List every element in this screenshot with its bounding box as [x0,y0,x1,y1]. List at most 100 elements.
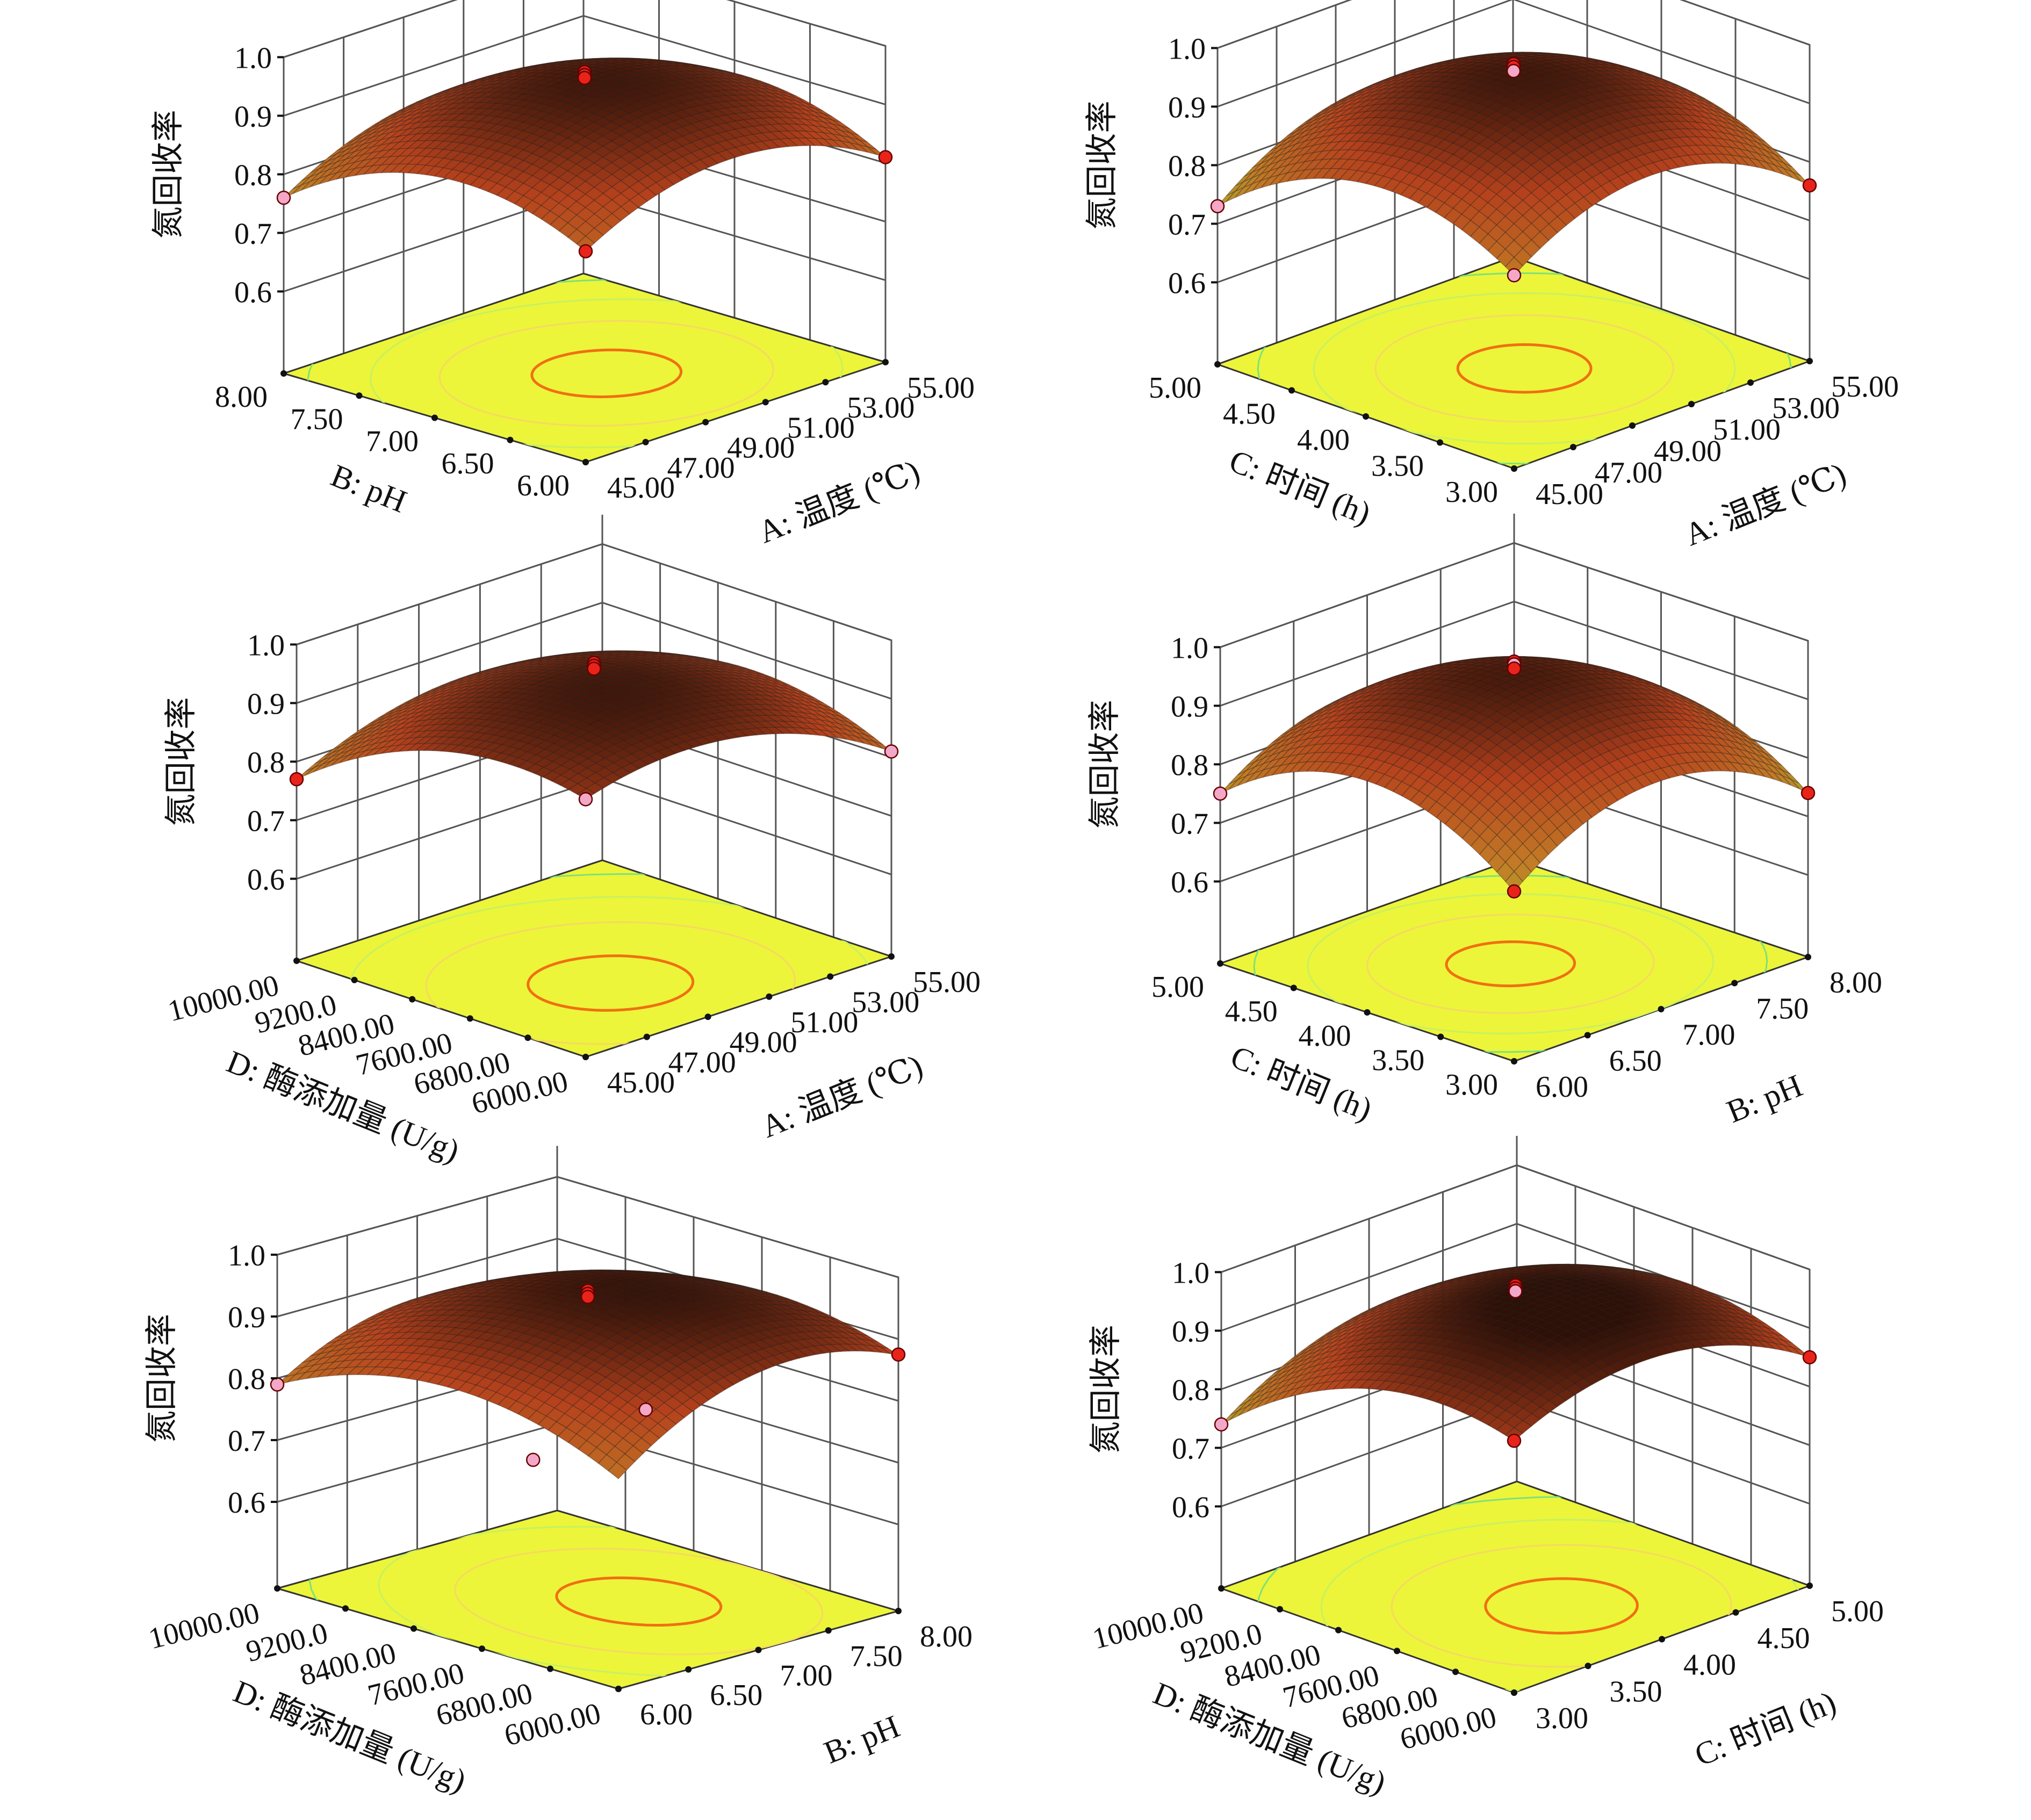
tick-mark [643,1033,650,1040]
tick-mark [827,973,834,980]
tick-mark [507,436,514,443]
z-axis-label: 氮回收率 [150,110,186,239]
design-point [577,70,592,85]
surface-patch [469,84,487,91]
surface-patch [424,97,443,106]
tick-mark [342,1605,349,1612]
surface-patch [549,61,567,64]
surface-patch [407,99,426,107]
tick-mark [1731,980,1738,987]
surface-patch [486,92,507,98]
z-tick-label: 0.9 [1168,91,1206,124]
right-axis-tick-label: 49.00 [730,1026,797,1059]
z-tick-label: 0.8 [247,746,285,779]
surface-patch [627,72,648,78]
tick-mark [274,1585,280,1592]
right-axis-tick-label: 53.00 [1772,392,1840,425]
surface-patch [540,69,558,74]
tick-mark [356,392,363,399]
surface-patch [699,74,718,78]
surface-patch [398,110,417,119]
right-axis-tick-label: 51.00 [787,411,855,444]
z-tick-label: 0.6 [1168,267,1206,300]
tick-mark [685,1666,692,1673]
design-point [289,772,304,787]
right-axis-tick-label: 55.00 [1831,370,1899,404]
z-tick-label: 0.8 [234,159,272,192]
z-gridline [283,0,886,58]
tick-mark [1629,422,1636,429]
z-tick-label: 0.7 [1168,208,1206,241]
surface-patch [434,96,452,104]
surface-patch [539,81,560,88]
surface-patch [592,88,613,95]
tick-mark [547,1665,553,1672]
tick-mark [1688,401,1695,407]
response-surface [1217,52,1810,276]
surface-plot-3: 0.60.70.80.91.0氮回收率6000.006800.007600.00… [163,514,981,1169]
surface-patch [539,63,558,67]
z-tick-label: 0.9 [247,687,285,721]
right-axis-label: A: 温度 (℃) [1680,456,1851,552]
surface-patch [344,166,365,178]
tick-mark [431,414,438,421]
surface-patch [397,127,418,137]
surface-patch [610,57,629,60]
tick-mark [1290,984,1297,991]
surface-patch [424,114,445,123]
left-axis-tick-label: 6.50 [442,447,494,480]
surface-patch [521,89,542,96]
surface-patch [327,150,346,162]
left-axis-tick-label: 3.50 [1371,450,1424,483]
tick-mark [293,958,300,964]
tick-mark [1288,387,1295,394]
right-axis-tick-label: 6.50 [1609,1045,1662,1078]
z-tick-label: 1.0 [1171,631,1208,665]
surface-patch [513,73,532,77]
tick-mark [1658,1006,1665,1012]
contour-line [438,320,774,427]
right-axis-label: B: pH [1722,1068,1807,1130]
tick-mark [895,1608,902,1614]
design-point [1210,199,1225,213]
surface-patch [539,61,558,65]
right-axis-tick-label: 55.00 [907,371,975,405]
surface-patch [486,73,505,78]
surface-patch [805,114,824,123]
right-axis-tick-label: 45.00 [607,1066,675,1099]
surface-patch [336,151,355,163]
tick-mark [1437,1033,1444,1040]
right-axis-tick-label: 49.00 [1654,435,1722,468]
left-axis-tick-label: 4.50 [1225,995,1278,1028]
surface-patch [620,59,638,62]
surface-patch [327,170,347,182]
surface-patch [354,165,374,176]
tick-mark [1511,1058,1517,1064]
design-point [1507,268,1522,283]
right-axis-tick-label: 47.00 [1595,456,1662,490]
left-axis-tick-label: 3.00 [1445,476,1498,509]
surface-patch [628,65,647,69]
surface-patch [335,168,356,180]
surface-patch [522,80,541,85]
surface-patch [398,107,416,116]
surface-patch [424,126,444,134]
z-tick-label: 0.9 [234,100,272,133]
z-tick-label: 0.7 [234,217,272,250]
surface-patch [380,113,399,123]
design-point [276,190,291,205]
right-axis-tick-label: 45.00 [1536,478,1603,511]
surface-patch [734,112,754,120]
contour-line [530,348,683,399]
surface-patch [584,59,602,61]
z-gridline [277,1176,899,1278]
surface-patch [503,88,524,94]
surface-patch [416,97,434,106]
surface-patch [442,107,463,116]
surface-patch [779,91,797,99]
surface-patch [469,76,487,83]
surface-patch [424,91,443,100]
surface-patch [646,59,664,61]
left-axis-tick-label: 4.50 [1223,398,1276,431]
